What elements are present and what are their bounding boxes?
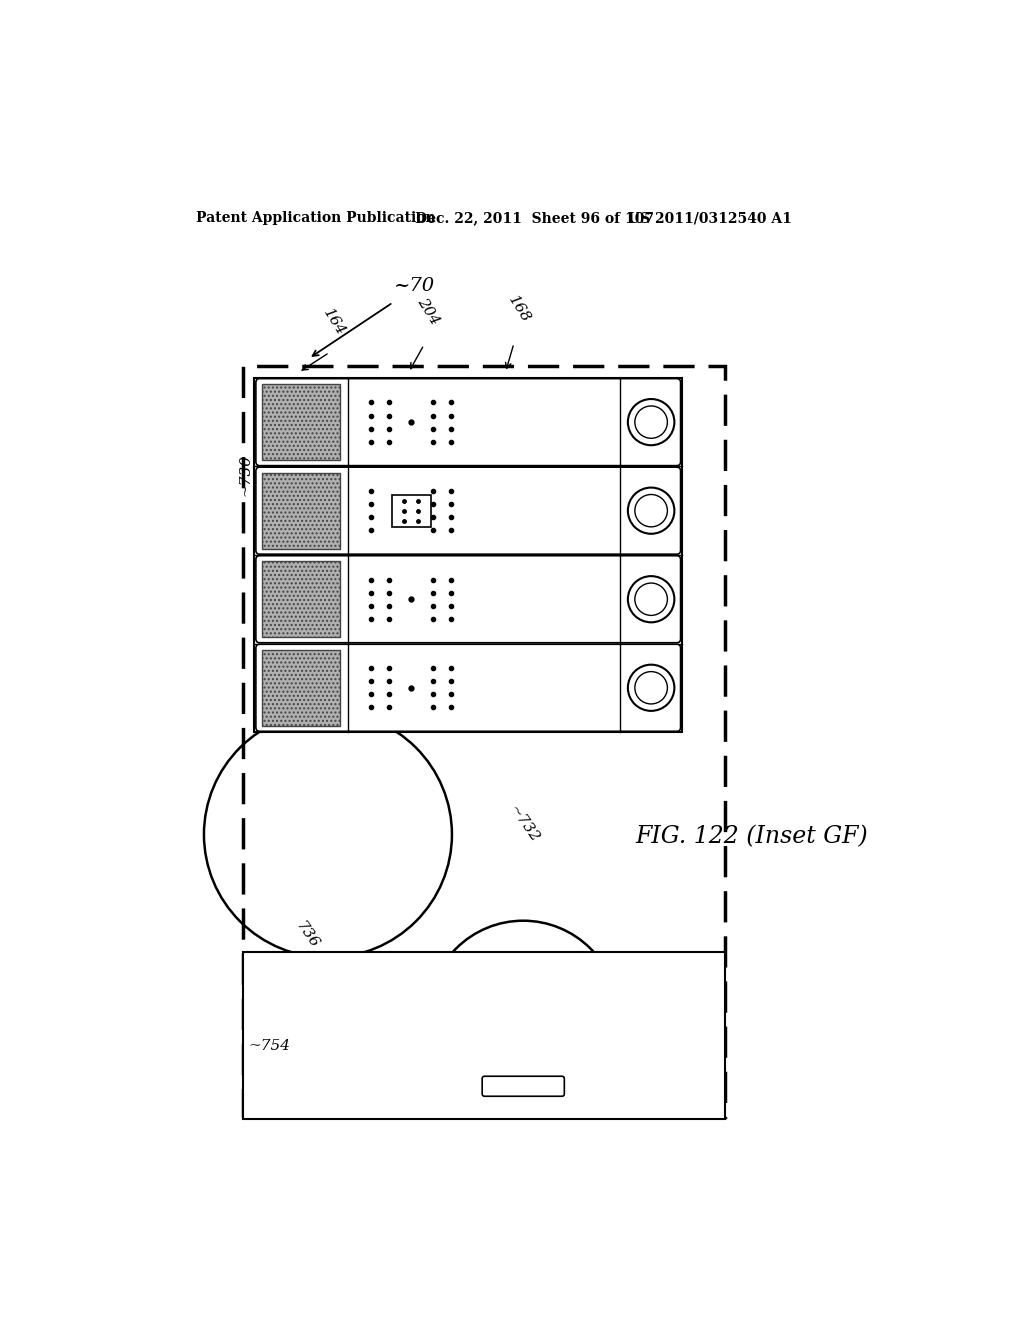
Text: ~754: ~754 [248,1039,290,1053]
Text: US 2011/0312540 A1: US 2011/0312540 A1 [628,211,792,226]
Circle shape [635,495,668,527]
Text: ~70: ~70 [394,277,435,294]
Circle shape [635,407,668,438]
Bar [392,495,431,527]
Bar [262,384,340,461]
FancyBboxPatch shape [256,556,681,643]
FancyBboxPatch shape [256,467,681,554]
FancyBboxPatch shape [256,644,681,731]
FancyBboxPatch shape [482,1076,564,1096]
Circle shape [628,399,675,445]
Bar [262,649,340,726]
Text: Patent Application Publication: Patent Application Publication [197,211,436,226]
Circle shape [628,487,675,533]
Text: ~732: ~732 [506,803,542,845]
Circle shape [204,711,452,958]
Bar [243,367,725,1117]
Text: ~730: ~730 [239,454,253,496]
Circle shape [429,921,617,1109]
Text: 736: 736 [293,919,322,950]
Text: Dec. 22, 2011  Sheet 96 of 107: Dec. 22, 2011 Sheet 96 of 107 [415,211,653,226]
Bar [254,378,682,733]
Text: 168: 168 [506,293,532,326]
Circle shape [635,583,668,615]
FancyBboxPatch shape [256,379,681,466]
Bar [243,952,725,1119]
Bar [262,473,340,549]
Text: 204: 204 [415,294,442,327]
Bar [262,561,340,638]
Text: 164: 164 [321,306,347,338]
Circle shape [628,576,675,622]
Circle shape [635,672,668,704]
Text: FIG. 122 (Inset GF): FIG. 122 (Inset GF) [636,826,868,849]
Circle shape [628,665,675,711]
